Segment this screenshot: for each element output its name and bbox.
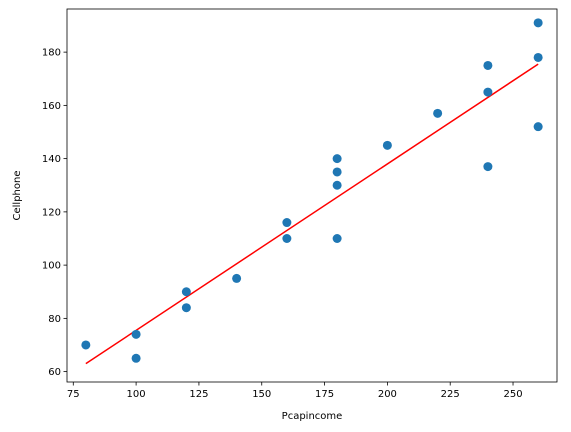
scatter-point <box>483 60 493 70</box>
y-tick-label: 80 <box>48 314 61 325</box>
scatter-point <box>332 167 342 177</box>
scatter-point <box>533 18 543 28</box>
scatter-point <box>181 287 191 297</box>
y-tick-label: 140 <box>42 154 61 165</box>
scatter-point <box>282 233 292 243</box>
x-tick-label: 225 <box>441 389 460 400</box>
scatter-point <box>433 108 443 118</box>
plot-layer <box>81 18 543 365</box>
y-tick-label: 160 <box>42 101 61 112</box>
scatter-point <box>533 52 543 62</box>
plot-frame <box>66 8 558 383</box>
scatter-point <box>181 303 191 313</box>
y-tick-label: 120 <box>42 207 61 218</box>
x-tick-label: 150 <box>252 389 271 400</box>
scatter-point <box>81 340 91 350</box>
scatter-point <box>483 162 493 172</box>
scatter-point <box>282 218 292 228</box>
x-tick-label: 125 <box>189 389 208 400</box>
x-tick-label: 75 <box>67 389 80 400</box>
scatter-point <box>332 180 342 190</box>
x-tick-label: 100 <box>127 389 146 400</box>
x-axis-label: Pcapincome <box>282 411 343 422</box>
y-tick-label: 100 <box>42 261 61 272</box>
y-tick-label: 60 <box>48 367 61 378</box>
scatter-point <box>332 233 342 243</box>
y-tick-label: 180 <box>42 48 61 59</box>
fit-line <box>85 63 539 365</box>
scatter-point <box>382 140 392 150</box>
scatter-point <box>332 154 342 164</box>
scatter-point <box>131 353 141 363</box>
scatter-point <box>533 122 543 132</box>
scatter-point <box>131 329 141 339</box>
axes-layer: 75 100 125 150 175 200 225 250 60 80 100 120 140 160 1… <box>42 48 523 400</box>
x-tick-label: 250 <box>503 389 522 400</box>
scatter-point <box>232 273 242 283</box>
x-tick-label: 175 <box>315 389 334 400</box>
x-tick-label: 200 <box>378 389 397 400</box>
y-axis-label: Cellphone <box>12 171 23 221</box>
scatter-point <box>483 87 493 97</box>
